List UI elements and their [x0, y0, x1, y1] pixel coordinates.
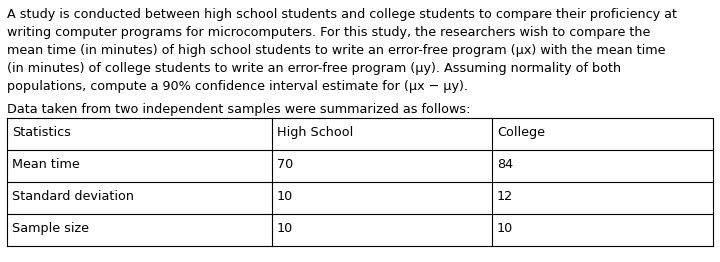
- Text: mean time (in minutes) of high school students to write an error-free program (μ: mean time (in minutes) of high school st…: [7, 44, 665, 57]
- Text: College: College: [497, 126, 545, 139]
- Text: writing computer programs for microcomputers. For this study, the researchers wi: writing computer programs for microcompu…: [7, 26, 650, 39]
- Text: 84: 84: [497, 158, 513, 171]
- Text: Data taken from two independent samples were summarized as follows:: Data taken from two independent samples …: [7, 103, 470, 116]
- Text: (in minutes) of college students to write an error-free program (μy). Assuming n: (in minutes) of college students to writ…: [7, 62, 621, 75]
- Text: 10: 10: [497, 222, 513, 235]
- Text: Mean time: Mean time: [12, 158, 80, 171]
- Text: 12: 12: [497, 190, 513, 203]
- Text: populations, compute a 90% confidence interval estimate for (μx − μy).: populations, compute a 90% confidence in…: [7, 80, 468, 93]
- Text: A study is conducted between high school students and college students to compar: A study is conducted between high school…: [7, 8, 677, 21]
- Text: Statistics: Statistics: [12, 126, 71, 139]
- Text: 10: 10: [276, 190, 293, 203]
- Text: High School: High School: [276, 126, 353, 139]
- Text: Sample size: Sample size: [12, 222, 89, 235]
- Text: 70: 70: [276, 158, 293, 171]
- Text: Standard deviation: Standard deviation: [12, 190, 134, 203]
- Text: 10: 10: [276, 222, 293, 235]
